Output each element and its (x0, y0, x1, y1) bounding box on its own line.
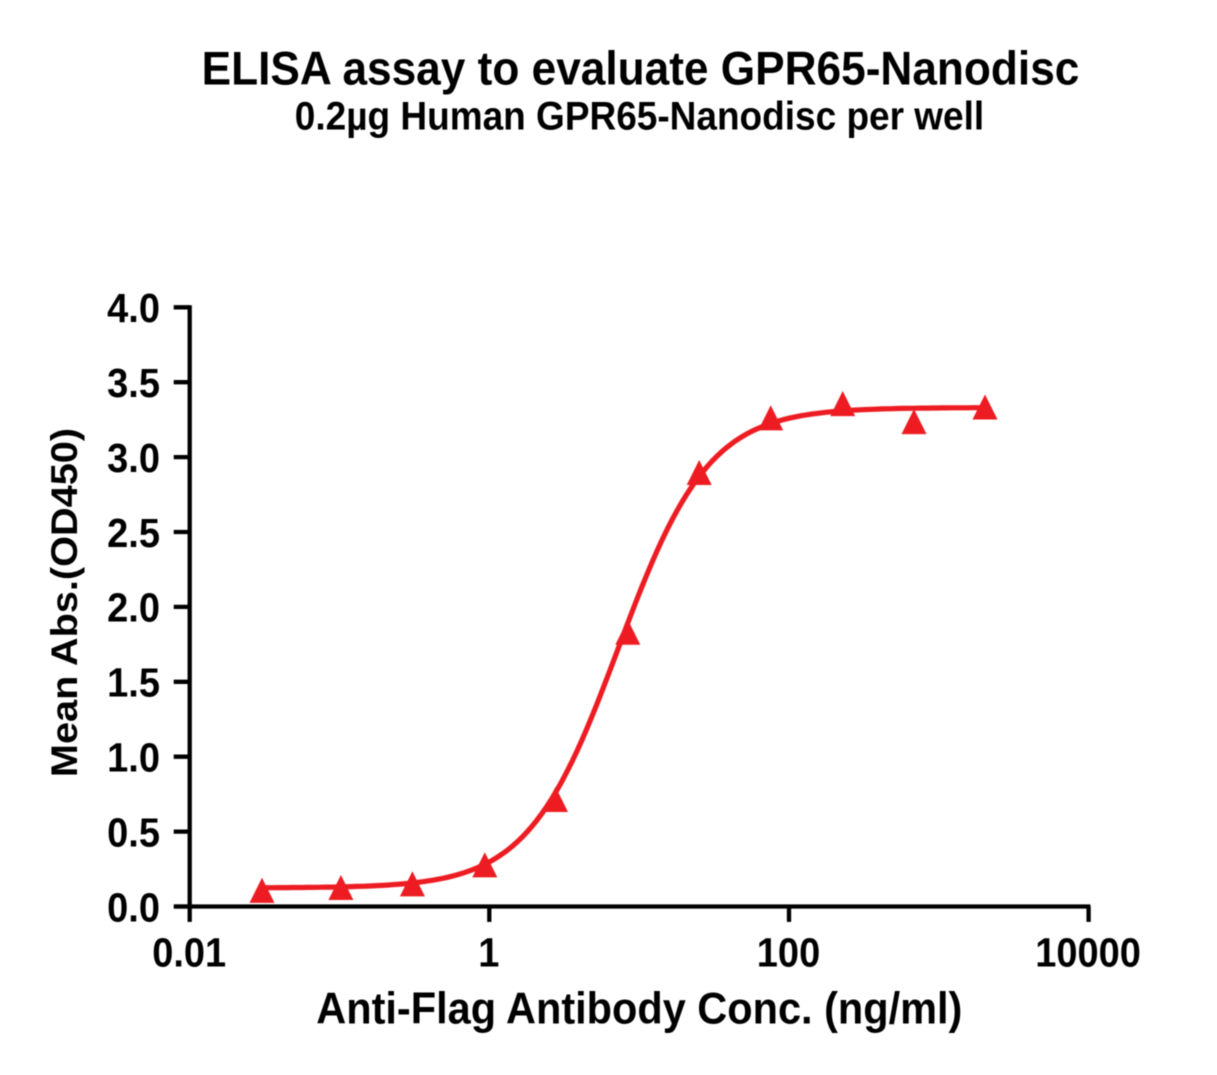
svg-text:0.2µg Human GPR65-Nanodisc per: 0.2µg Human GPR65-Nanodisc per well (295, 94, 984, 139)
svg-text:3.5: 3.5 (107, 361, 160, 407)
svg-text:3.0: 3.0 (107, 436, 160, 482)
svg-text:4.0: 4.0 (107, 286, 160, 332)
svg-text:Anti-Flag Antibody Conc. (ng/m: Anti-Flag Antibody Conc. (ng/ml) (316, 984, 962, 1034)
svg-text:1.5: 1.5 (107, 660, 160, 706)
svg-text:0.5: 0.5 (107, 810, 160, 856)
svg-text:2.0: 2.0 (107, 585, 160, 631)
svg-text:Mean Abs.(OD450): Mean Abs.(OD450) (44, 428, 85, 777)
svg-text:2.5: 2.5 (107, 511, 160, 557)
svg-text:10000: 10000 (1035, 930, 1141, 976)
svg-text:1.0: 1.0 (107, 735, 160, 781)
svg-text:0.01: 0.01 (152, 930, 226, 976)
svg-text:1: 1 (478, 930, 499, 976)
svg-text:0.0: 0.0 (107, 885, 160, 931)
svg-text:100: 100 (757, 930, 820, 976)
svg-text:ELISA assay to evaluate GPR65-: ELISA assay to evaluate GPR65-Nanodisc (202, 41, 1080, 95)
